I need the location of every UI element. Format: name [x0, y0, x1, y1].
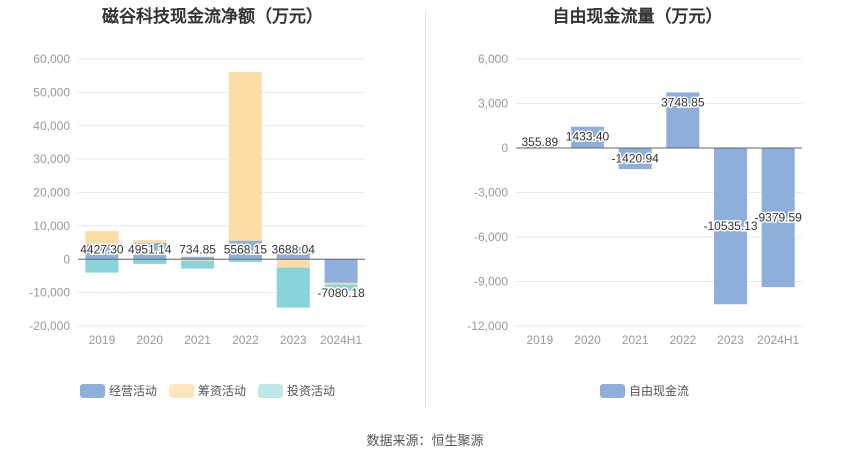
- legend-item-operating[interactable]: 经营活动: [80, 382, 157, 399]
- left-y-tick-label: -20,000: [29, 319, 70, 333]
- right-y-tick-label: 3,000: [478, 97, 508, 111]
- right-bar-0-4: [714, 148, 747, 305]
- left-bar-2-0: [85, 259, 119, 273]
- right-chart-legend: 自由现金流: [600, 382, 689, 399]
- right-data-label: 1433.40: [566, 130, 610, 144]
- left-y-tick-label: 30,000: [33, 152, 70, 166]
- right-bar-0-3: [666, 92, 700, 148]
- left-x-tick-label: 2022: [232, 333, 259, 347]
- legend-swatch-financing: [169, 383, 195, 398]
- right-x-tick-label: 2020: [574, 333, 601, 347]
- left-data-label: 5568.15: [224, 242, 268, 256]
- right-data-label: -1420.94: [611, 152, 659, 166]
- left-y-tick-label: 0: [63, 252, 70, 266]
- left-y-tick-label: -10,000: [29, 286, 70, 300]
- left-y-tick-label: 10,000: [33, 219, 70, 233]
- legend-swatch-free-cash-flow: [600, 383, 625, 398]
- left-y-tick-label: 60,000: [33, 52, 70, 66]
- right-x-tick-label: 2019: [526, 333, 553, 347]
- left-chart-title: 磁谷科技现金流净额（万元）: [102, 7, 323, 26]
- left-bar-2-3: [228, 259, 262, 262]
- left-y-tick-label: 40,000: [33, 119, 70, 133]
- left-data-label: 734.85: [179, 242, 216, 256]
- right-x-tick-label: 2023: [717, 333, 744, 347]
- left-chart-legend: 经营活动 筹资活动 投资活动: [80, 382, 335, 399]
- left-bar-0-3: [228, 240, 262, 260]
- left-bar-2-4: [276, 267, 310, 308]
- legend-label-operating: 经营活动: [109, 384, 158, 398]
- left-bar-0-2: [181, 256, 215, 260]
- left-bar-0-1: [133, 242, 167, 260]
- right-data-label: 3748.85: [661, 95, 705, 109]
- chart-divider: [425, 10, 426, 408]
- left-bar-0-0: [85, 244, 119, 260]
- left-bar-0-5: [324, 259, 358, 283]
- left-data-label: 4951.14: [128, 242, 172, 256]
- legend-item-free-cash-flow[interactable]: 自由现金流: [600, 382, 689, 399]
- left-bar-2-5: [324, 284, 358, 292]
- right-bar-0-1: [571, 126, 604, 148]
- data-source-note: 数据来源：恒生聚源: [366, 433, 484, 448]
- right-data-label: -9379.59: [754, 211, 802, 225]
- right-y-tick-label: -12,000: [467, 319, 508, 333]
- left-bar-1-5: [324, 282, 358, 285]
- legend-label-financing: 筹资活动: [198, 384, 247, 398]
- left-bar-1-3: [228, 72, 262, 241]
- right-chart-title: 自由现金流量（万元）: [552, 7, 723, 26]
- left-x-tick-label: 2024H1: [320, 333, 362, 347]
- right-x-tick-label: 2024H1: [757, 333, 799, 347]
- left-bar-1-4: [276, 259, 310, 268]
- right-bar-0-5: [761, 148, 795, 288]
- right-y-tick-label: 6,000: [478, 52, 508, 66]
- left-bar-2-1: [133, 259, 167, 264]
- right-x-tick-label: 2022: [669, 333, 696, 347]
- right-y-tick-label: 0: [501, 141, 508, 155]
- legend-label-investing: 投资活动: [287, 384, 336, 398]
- left-data-label: 3688.04: [272, 242, 316, 256]
- left-bar-2-2: [181, 260, 215, 269]
- right-bar-0-2: [618, 148, 652, 170]
- legend-swatch-investing: [258, 383, 284, 398]
- right-y-tick-label: -3,000: [474, 186, 508, 200]
- left-bar-1-1: [133, 240, 167, 243]
- left-data-label: 4427.30: [80, 242, 124, 256]
- right-bar-0-0: [523, 142, 557, 148]
- left-bar-1-0: [85, 231, 119, 245]
- left-y-tick-label: 50,000: [33, 85, 70, 99]
- left-bar-1-2: [181, 259, 215, 261]
- right-data-label: 355.89: [521, 135, 558, 149]
- left-data-label: -7080.18: [317, 286, 365, 300]
- right-y-tick-label: -6,000: [474, 230, 508, 244]
- left-x-tick-label: 2023: [280, 333, 307, 347]
- left-x-tick-label: 2021: [184, 333, 211, 347]
- legend-item-financing[interactable]: 筹资活动: [169, 382, 246, 399]
- right-data-label: -10535.13: [703, 219, 757, 233]
- left-x-tick-label: 2019: [89, 333, 116, 347]
- left-y-tick-label: 20,000: [33, 186, 70, 200]
- legend-item-investing[interactable]: 投资活动: [258, 382, 335, 399]
- right-x-tick-label: 2021: [622, 333, 649, 347]
- left-bar-0-4: [276, 246, 310, 260]
- legend-swatch-operating: [80, 383, 105, 398]
- left-x-tick-label: 2020: [136, 333, 163, 347]
- right-y-tick-label: -9,000: [474, 275, 508, 289]
- legend-label-free-cash-flow: 自由现金流: [629, 384, 690, 398]
